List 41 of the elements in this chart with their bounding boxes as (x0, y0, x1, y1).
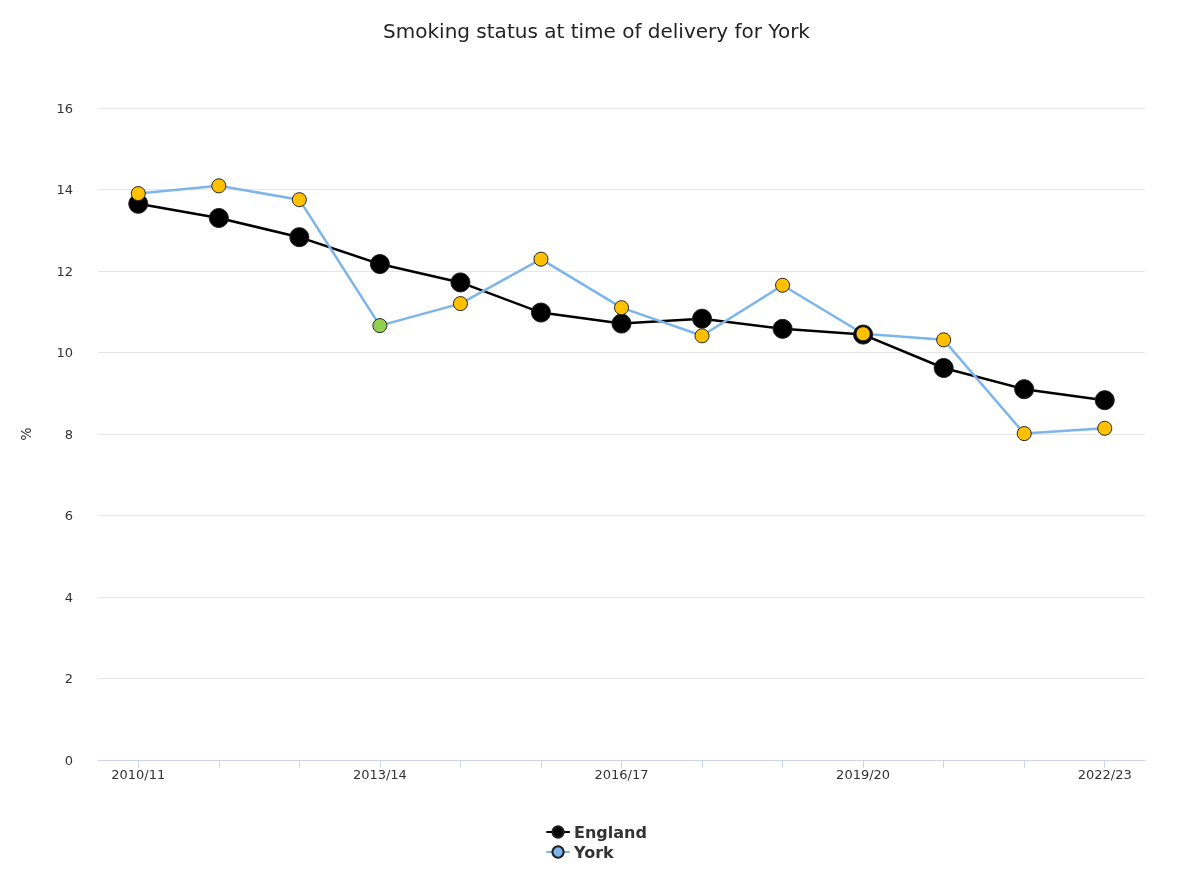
x-tick-label: 2019/20 (836, 767, 891, 782)
y-tick-label: 4 (64, 589, 73, 605)
legend-label: York (573, 842, 615, 862)
point (530, 302, 551, 323)
point (211, 178, 227, 194)
point (130, 186, 146, 202)
point (614, 300, 629, 316)
y-tick-label: 0 (64, 752, 73, 768)
point (450, 272, 471, 293)
point (775, 277, 791, 293)
point (772, 318, 793, 339)
y-tick-label: 6 (64, 508, 73, 523)
legend-label: England (574, 822, 647, 842)
y-tick-label: 2 (64, 671, 73, 686)
point (611, 313, 632, 334)
point (1097, 420, 1113, 436)
point (1014, 379, 1035, 400)
point (933, 357, 954, 378)
point (694, 328, 710, 344)
point (291, 192, 307, 208)
point (1016, 426, 1032, 442)
y-tick-label: 10 (56, 345, 73, 360)
y-tick-label: 16 (56, 100, 73, 116)
point (372, 318, 388, 334)
point (289, 227, 310, 248)
point (208, 208, 229, 229)
point (369, 254, 390, 275)
point (692, 308, 713, 329)
x-tick-label: 2010/11 (111, 767, 166, 782)
y-tick-label: 14 (56, 182, 73, 197)
x-tick-label: 2013/14 (352, 767, 407, 782)
point (1094, 390, 1115, 411)
y-tick-label: 12 (56, 263, 73, 279)
chart-title: Smoking status at time of delivery for York (383, 19, 811, 43)
point (533, 251, 549, 267)
y-tick-label: 8 (64, 426, 73, 442)
point (936, 332, 952, 348)
x-tick-label: 2016/17 (594, 767, 649, 782)
x-tick-label: 2022/23 (1077, 767, 1132, 782)
point (452, 296, 468, 312)
y-axis-title: % (18, 427, 34, 441)
